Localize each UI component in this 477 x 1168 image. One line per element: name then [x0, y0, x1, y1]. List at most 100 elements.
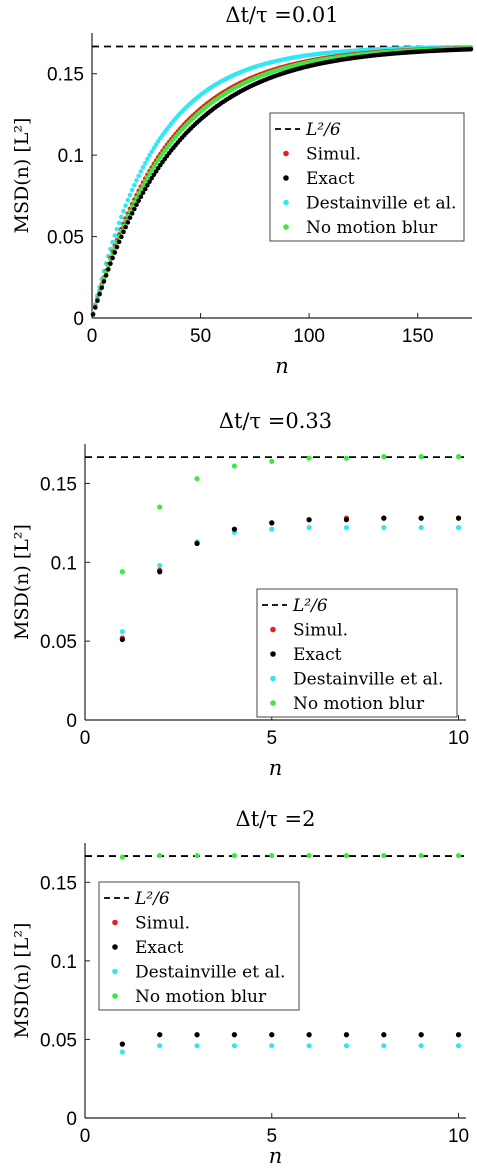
legend-label: Destainville et al.: [306, 194, 456, 214]
x-tick-label: 100: [293, 326, 325, 347]
point-exact: [231, 1032, 238, 1038]
point-destainville-et-al-: [157, 1043, 163, 1049]
point-no-motion-blur: [269, 458, 275, 464]
point-exact: [418, 515, 424, 521]
point-destainville-et-al-: [343, 524, 350, 531]
legend-marker: [112, 993, 118, 999]
point-exact: [231, 526, 238, 532]
point-no-motion-blur: [306, 455, 312, 461]
point-no-motion-blur: [157, 852, 163, 859]
point-destainville-et-al-: [127, 192, 133, 198]
point-exact: [306, 1032, 312, 1038]
point-destainville-et-al-: [455, 1043, 462, 1049]
point-destainville-et-al-: [145, 156, 150, 162]
point-destainville-et-al-: [121, 208, 126, 214]
y-axis-label: MSD(n) [L²]: [11, 923, 33, 1039]
point-no-motion-blur: [269, 852, 275, 859]
point-exact: [455, 1032, 462, 1038]
point-no-motion-blur: [194, 852, 200, 859]
point-destainville-et-al-: [114, 226, 120, 232]
point-exact: [149, 175, 155, 181]
y-tick-label: 0.1: [51, 952, 77, 973]
point-no-motion-blur: [145, 175, 150, 180]
x-axis-label: n: [269, 756, 283, 780]
point-destainville-et-al-: [151, 145, 157, 151]
point-exact: [140, 190, 146, 196]
point-exact: [119, 234, 124, 240]
point-exact: [114, 244, 120, 250]
point-no-motion-blur: [119, 854, 125, 860]
legend-label: Exact: [135, 938, 184, 958]
legend-marker: [112, 968, 118, 975]
legend-label: Simul.: [306, 145, 361, 165]
legend: L²/6 Simul. Exact Destainville et al. No mot…: [98, 881, 300, 1011]
x-tick-label: 10: [448, 1126, 469, 1147]
legend-label: Destainville et al.: [293, 670, 443, 690]
point-no-motion-blur: [455, 454, 462, 460]
point-destainville-et-al-: [231, 1043, 238, 1049]
point-exact: [306, 517, 312, 523]
point-exact: [142, 186, 148, 192]
point-exact: [97, 291, 102, 297]
data-points: [119, 454, 462, 643]
point-exact: [103, 273, 109, 278]
point-exact: [123, 224, 128, 230]
legend-box: [98, 881, 300, 1011]
panel-2: Δt/τ =0.33 0 5 10 0 0.05 0.1 0.15 n MSD(n) [L²] L²…: [11, 409, 469, 780]
point-no-motion-blur: [138, 186, 144, 192]
point-exact: [468, 46, 474, 52]
point-destainville-et-al-: [343, 1043, 350, 1049]
point-exact: [343, 517, 350, 523]
legend-marker: [283, 150, 289, 157]
point-no-motion-blur: [153, 161, 159, 166]
y-tick-label: 0.1: [58, 146, 84, 167]
y-tick-label: 0.05: [47, 228, 84, 249]
chart-title: Δt/τ =0.33: [219, 409, 332, 433]
point-exact: [105, 267, 111, 272]
point-exact: [343, 1032, 350, 1038]
legend-box: [256, 588, 458, 718]
point-exact: [108, 261, 113, 266]
point-destainville-et-al-: [194, 1043, 200, 1049]
point-destainville-et-al-: [269, 526, 275, 532]
point-no-motion-blur: [136, 191, 141, 196]
point-exact: [116, 239, 122, 245]
point-destainville-et-al-: [147, 153, 152, 158]
point-exact: [134, 202, 139, 208]
point-no-motion-blur: [381, 454, 387, 460]
point-exact: [101, 279, 107, 284]
point-no-motion-blur: [140, 182, 146, 188]
point-exact: [136, 198, 141, 203]
point-destainville-et-al-: [132, 182, 137, 188]
point-no-motion-blur: [231, 852, 238, 859]
x-axis-label: n: [269, 1144, 283, 1168]
point-destainville-et-al-: [153, 142, 159, 147]
legend-label: L²/6: [305, 120, 341, 140]
y-tick-label: 0.15: [40, 873, 77, 894]
legend: L²/6 Simul. Exact Destainville et al. No mot…: [269, 112, 465, 242]
point-no-motion-blur: [157, 504, 163, 510]
point-exact: [381, 1032, 387, 1038]
x-tick-label: 5: [266, 1126, 277, 1147]
point-destainville-et-al-: [418, 524, 424, 531]
point-exact: [127, 215, 133, 221]
y-axis-label: MSD(n) [L²]: [11, 118, 33, 234]
point-exact: [121, 229, 126, 235]
point-destainville-et-al-: [110, 239, 115, 245]
x-tick-label: 0: [80, 1126, 91, 1147]
point-exact: [125, 220, 131, 225]
point-destainville-et-al-: [306, 1043, 312, 1049]
chart-title: Δt/τ =0.01: [225, 3, 338, 27]
point-destainville-et-al-: [142, 160, 148, 166]
x-tick-label: 10: [448, 728, 469, 749]
legend-label: Destainville et al.: [135, 963, 285, 983]
point-no-motion-blur: [343, 852, 350, 859]
point-no-motion-blur: [119, 569, 125, 575]
panel-1: Δt/τ =0.01 0 50 100 150 0 0.05 0.1 0.15 n MSD(n) […: [11, 3, 474, 378]
point-destainville-et-al-: [119, 1049, 125, 1055]
legend-label: No motion blur: [306, 218, 438, 238]
point-exact: [269, 1032, 275, 1038]
point-exact: [194, 1032, 200, 1038]
y-tick-label: 0.1: [51, 553, 77, 574]
